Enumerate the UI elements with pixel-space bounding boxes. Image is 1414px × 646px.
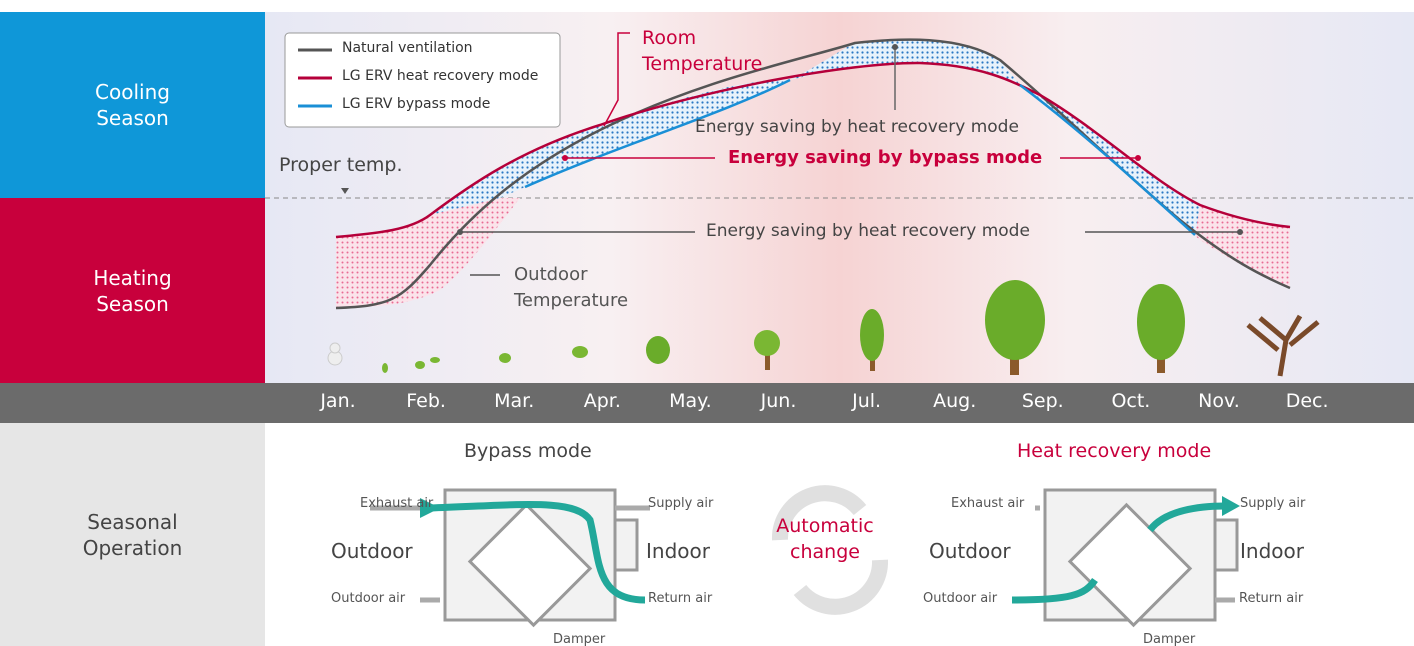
mode-title: Bypass mode (464, 440, 592, 462)
month-label: Dec. (1285, 390, 1329, 412)
month-label: Sep. (1021, 390, 1064, 412)
outdoor-temp: Outdoor Temperature (514, 264, 629, 312)
marker (341, 188, 349, 194)
label: Supply air (648, 496, 714, 511)
label: Outdoor (929, 539, 1011, 563)
arrow (420, 498, 440, 518)
dot (457, 229, 463, 235)
dot (562, 155, 568, 161)
label: Return air (648, 591, 713, 606)
month-label: Mar. (494, 390, 535, 412)
dot (892, 44, 898, 50)
month-label: Aug. (933, 390, 977, 412)
heating-label: Heating Season (93, 265, 172, 316)
erv-unit-bypass (370, 488, 650, 628)
erv-unit-hr (1035, 488, 1239, 628)
label: Outdoor air (923, 591, 998, 606)
label: Indoor (1240, 539, 1304, 563)
label: Exhaust air (360, 496, 434, 511)
dot (1237, 229, 1243, 235)
month-label: Feb. (406, 390, 446, 412)
mode-title: Heat recovery mode (1017, 440, 1212, 462)
annotation: Energy saving by bypass mode (728, 147, 1043, 168)
month-label: Jun. (760, 390, 797, 412)
month-label: Apr. (583, 390, 621, 412)
bypass-saving-area (430, 79, 790, 216)
plants (327, 280, 1320, 377)
legend-label: LG ERV heat recovery mode (342, 68, 539, 84)
cycle-arrows (771, 485, 889, 615)
bypass-flow (429, 501, 646, 604)
heat-saving-area (336, 198, 520, 308)
legend-label: LG ERV bypass mode (342, 96, 491, 112)
label: Outdoor (331, 539, 413, 563)
month-bar (0, 383, 1414, 423)
month-label: Jan. (320, 390, 356, 412)
label: Supply air (1240, 496, 1306, 511)
month-label: Nov. (1198, 390, 1240, 412)
leader (603, 32, 630, 127)
label: Outdoor air (331, 591, 406, 606)
annotation: Energy saving by heat recovery mode (706, 221, 1030, 241)
operation-band (0, 423, 265, 646)
annotation: Energy saving by heat recovery mode (695, 117, 1019, 137)
heating-band (0, 198, 265, 383)
label: Return air (1239, 591, 1304, 606)
dot (1135, 155, 1141, 161)
label: Damper (553, 632, 606, 646)
label: Damper (1143, 632, 1196, 646)
operation-label: Seasonal Operation (82, 509, 183, 560)
hr-flow (1011, 502, 1226, 604)
label: Exhaust air (951, 496, 1025, 511)
cooling-band (0, 12, 265, 198)
legend-box (284, 32, 561, 128)
center-label: Automatic change (776, 515, 874, 563)
room-temp: Room Temperature (642, 27, 763, 75)
month-label: May. (669, 390, 712, 412)
proper-temp: Proper temp. (279, 154, 403, 176)
arrow (1222, 496, 1240, 516)
legend-label: Natural ventilation (342, 40, 473, 56)
month-label: Jul. (852, 390, 882, 412)
cooling-label: Cooling Season (95, 80, 170, 130)
label: Indoor (646, 539, 710, 563)
month-label: Oct. (1111, 390, 1151, 412)
